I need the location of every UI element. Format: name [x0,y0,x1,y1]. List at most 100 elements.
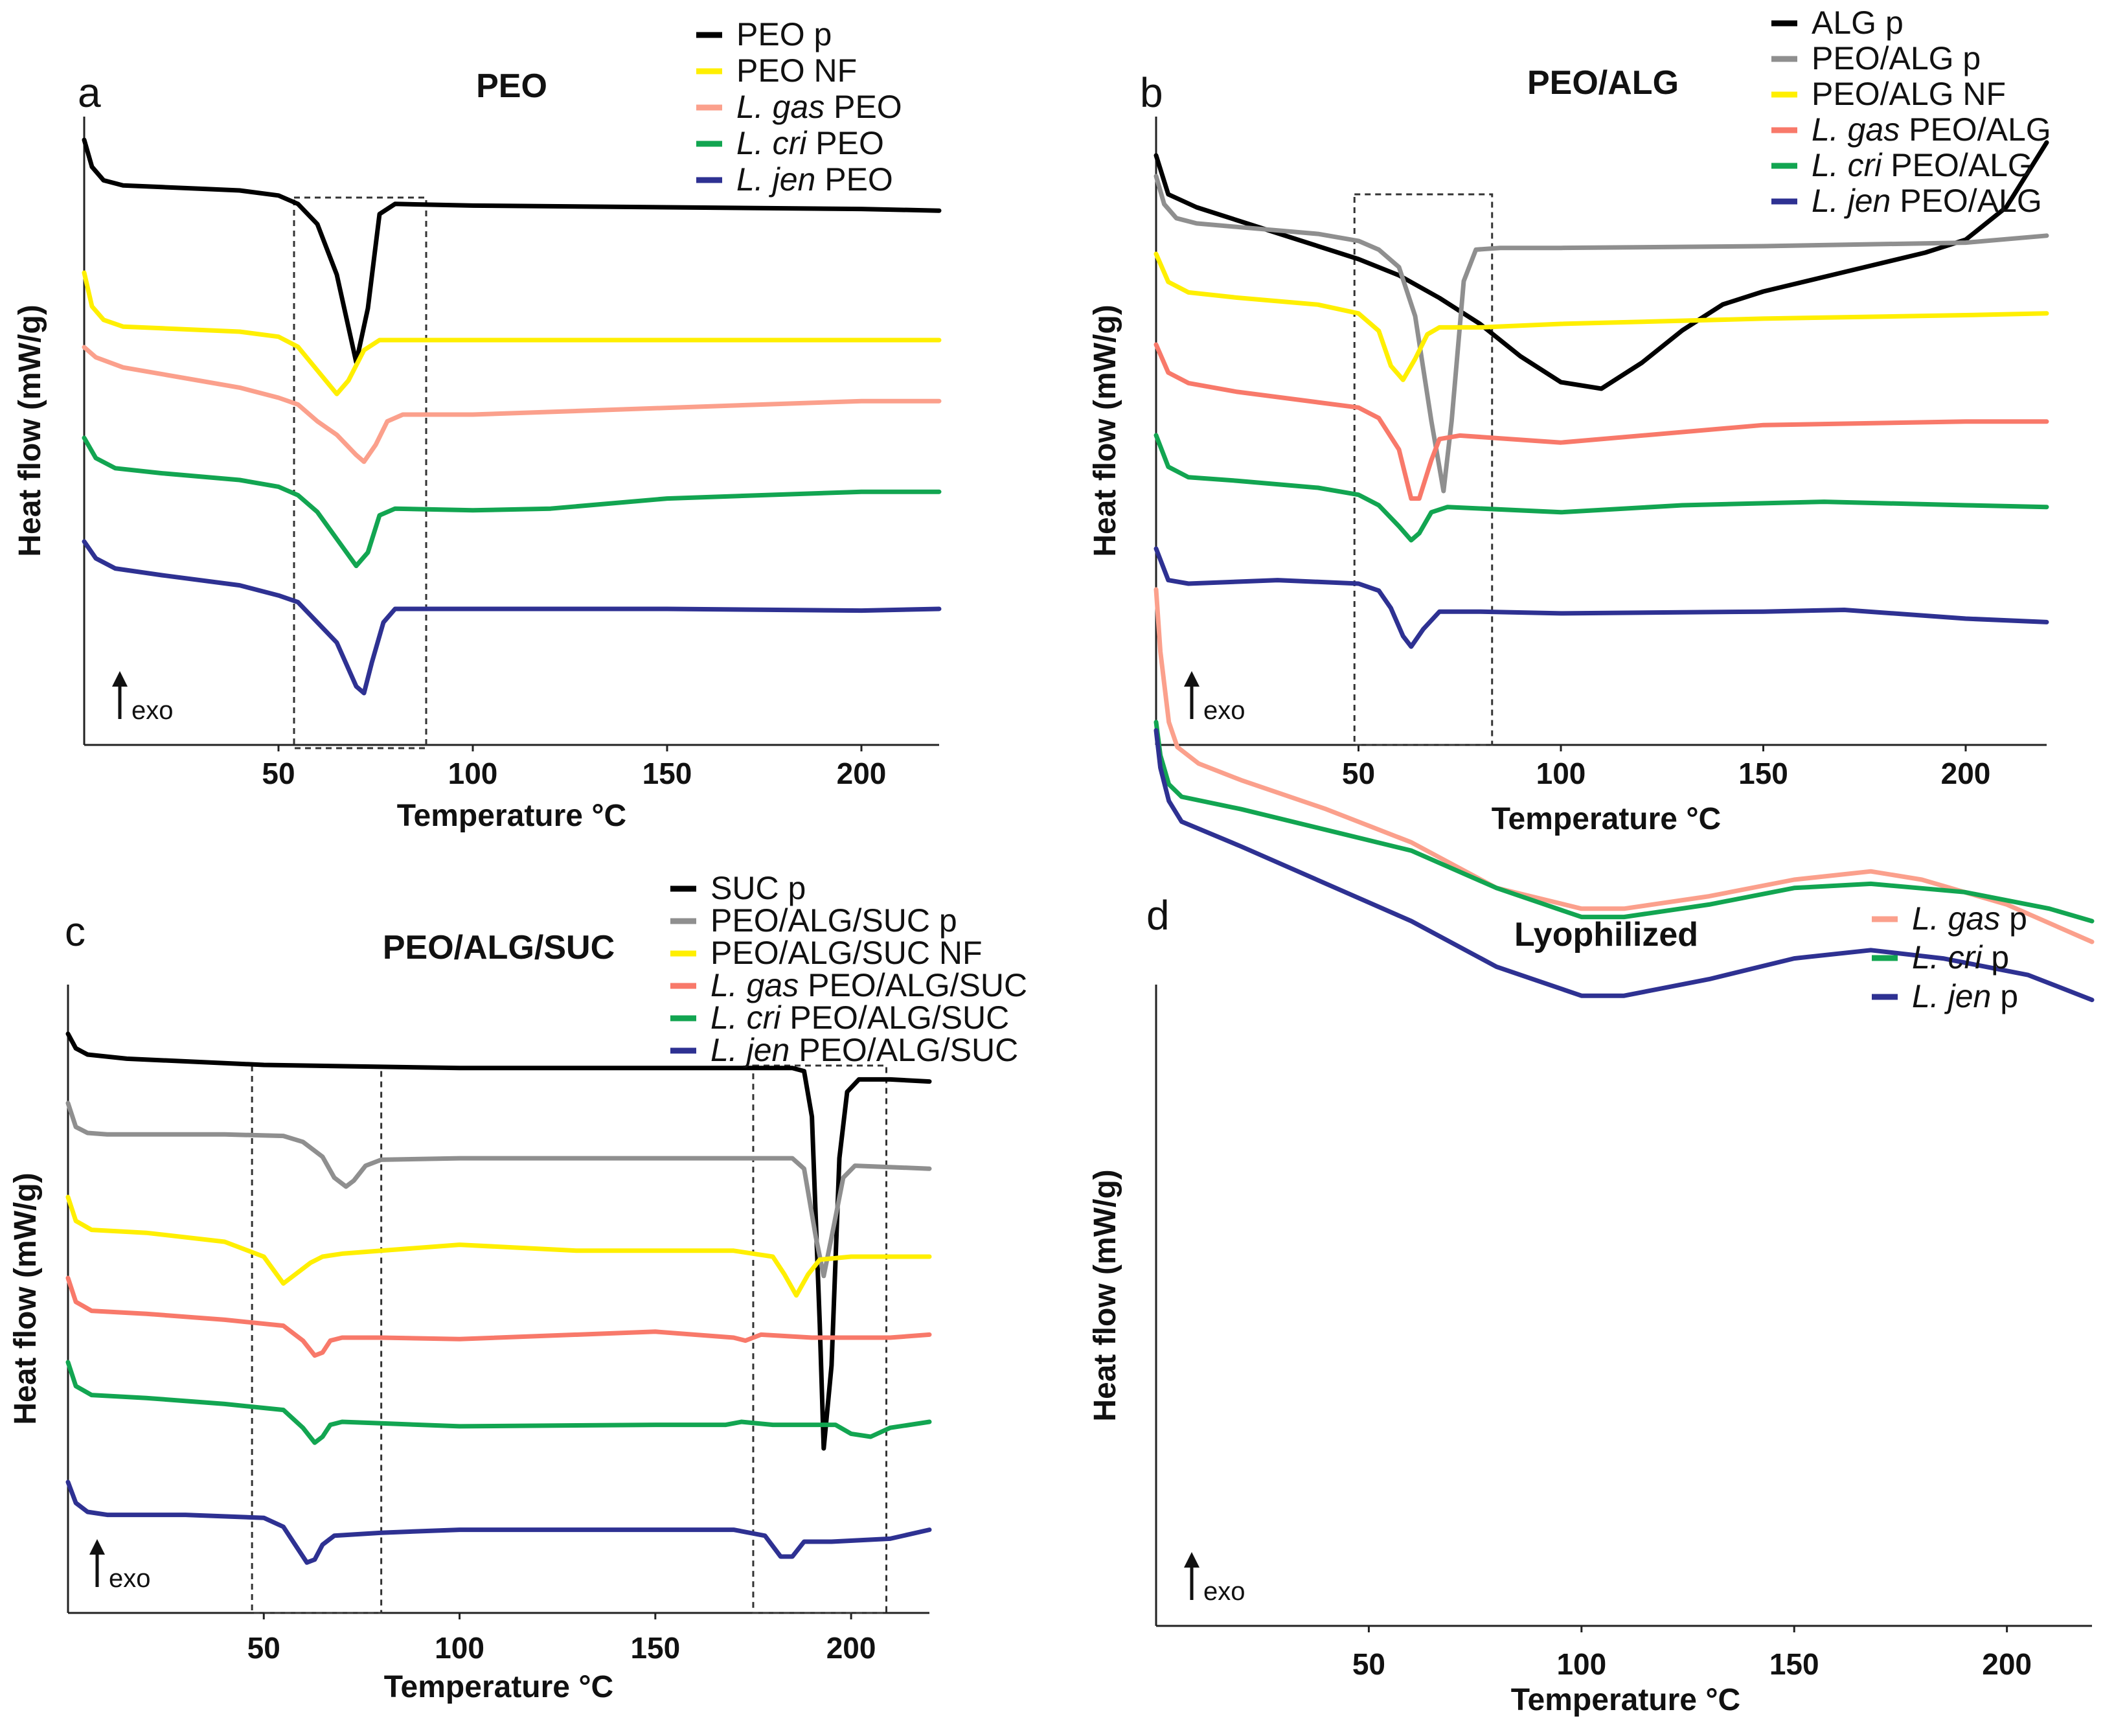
legend: L. gas pL. cri pL. jen p [1872,900,2027,1014]
x-axis-label: Temperature °C [1492,802,1721,836]
legend-entry: L. cri p [1912,939,2009,976]
legend-entry: L. gas p [1912,900,2027,937]
legend-entry: PEO/ALG/SUC p [710,902,957,939]
series-line-3 [65,1275,932,1358]
legend-entry: L. jen PEO/ALG [1812,183,2042,219]
legend-entry: PEO/ALG p [1812,40,1981,76]
series-line-2 [82,345,942,464]
legend-rest: p [2000,900,2027,937]
panel-letter: a [78,69,101,116]
y-axis-label: Heat flow (mW/g) [1088,304,1122,556]
series-line-3 [1154,342,2049,501]
legend-rest: PEO NF [736,52,857,89]
series-line-1 [82,270,942,396]
series-line-5 [65,1479,932,1565]
x-tick-label: 150 [1769,1647,1819,1681]
legend-entry: PEO/ALG NF [1812,76,2006,112]
x-axis-label: Temperature °C [1511,1683,1740,1717]
y-axis-label: Heat flow (mW/g) [8,1172,43,1424]
exo-label: exo [109,1564,151,1593]
highlight-box [293,196,427,749]
series-line-1 [1154,174,2049,494]
legend-rest: PEO/ALG [1891,183,2041,219]
legend-italic: L. jen [1812,183,1891,219]
series-line-0 [1154,140,2049,391]
legend-rest: PEO/ALG p [1812,40,1981,76]
legend-entry: L. gas PEO [736,89,902,125]
x-axis-label: Temperature °C [397,799,626,833]
x-tick-label: 200 [1982,1647,2032,1681]
series-line-2 [65,1194,932,1298]
series-line-5 [1154,546,2049,649]
exo-arrow-head [112,671,128,687]
series-line-2 [1154,251,2049,382]
legend-entry: L. jen p [1912,978,2018,1014]
series-line-3 [82,435,942,569]
x-tick-label: 50 [1342,757,1375,790]
x-tick-label: 200 [1941,757,1991,790]
series-line-0 [65,1031,932,1451]
exo-annotation: exo [89,1539,151,1593]
legend-rest: PEO/ALG/SUC [790,1032,1018,1068]
legend-rest: PEO/ALG [1881,147,2032,183]
exo-label: exo [131,696,174,725]
legend-entry: L. cri PEO/ALG [1812,147,2033,183]
legend-italic: L. cri [1812,147,1883,183]
legend-entry: L. cri PEO/ALG/SUC [710,999,1009,1036]
legend-rest: PEO [806,125,883,161]
x-tick-label: 100 [448,757,498,790]
series-line-1 [65,1101,932,1279]
chart-title: Lyophilized [1514,916,1698,954]
legend-italic: L. cri [1912,939,1983,976]
x-tick-label: 50 [247,1631,280,1665]
legend-italic: L. jen [1912,978,1991,1014]
legend-entry: L. gas PEO/ALG/SUC [710,967,1027,1003]
exo-arrow-head [1184,1552,1199,1568]
series-line-2 [1154,728,2095,1003]
series-line-1 [1154,720,2095,924]
legend-entry: L. gas PEO/ALG [1812,111,2051,148]
legend-italic: L. jen [710,1032,790,1068]
legend-entry: L. cri PEO [736,125,884,161]
legend-rest: p [1982,939,2009,976]
legend-rest: ALG p [1812,5,1904,41]
legend-rest: PEO [815,161,892,198]
x-axis-label: Temperature °C [384,1670,613,1704]
panel-c: c PEO/ALG/SUC 50 100 150 200 Temperature °C Hea… [8,870,1027,1704]
panel-letter: d [1146,892,1170,939]
series-line-4 [1154,433,2049,543]
legend-italic: L. cri [736,125,808,161]
series-line-4 [65,1360,932,1445]
x-tick-label: 100 [1556,1647,1606,1681]
x-tick-label: 150 [1738,757,1788,790]
exo-annotation: exo [1184,671,1245,725]
legend-entry: L. jen PEO [736,161,893,198]
panel-a: a PEO 50 100 150 200 Temperature °C Heat flow (… [13,16,942,833]
legend-italic: L. gas [710,967,799,1003]
exo-label: exo [1203,1577,1245,1606]
x-tick-label: 50 [1352,1647,1385,1681]
legend-italic: L. gas [1912,900,2000,937]
y-axis-label: Heat flow (mW/g) [13,304,47,556]
x-tick-label: 100 [1536,757,1586,790]
legend-entry: L. jen PEO/ALG/SUC [710,1032,1018,1068]
legend-entry: PEO/ALG/SUC NF [710,935,983,971]
panel-letter: b [1140,69,1163,116]
legend-italic: L. gas [1812,111,1900,148]
x-tick-label: 50 [262,757,295,790]
legend-italic: L. cri [710,999,782,1036]
x-tick-label: 150 [642,757,692,790]
legend-rest: PEO [824,89,902,125]
series-line-0 [82,137,942,365]
panel-d: d Lyophilized 50 100 150 200 Temperature °C Hea… [1088,587,2095,1717]
legend-rest: PEO/ALG NF [1812,76,2006,112]
legend-entry: PEO NF [736,52,857,89]
legend-italic: L. jen [736,161,815,198]
legend-rest: PEO/ALG/SUC [780,999,1009,1036]
x-tick-label: 150 [630,1631,680,1665]
exo-annotation: exo [1184,1552,1245,1606]
exo-annotation: exo [112,671,174,725]
legend-rest: PEO p [736,16,832,52]
